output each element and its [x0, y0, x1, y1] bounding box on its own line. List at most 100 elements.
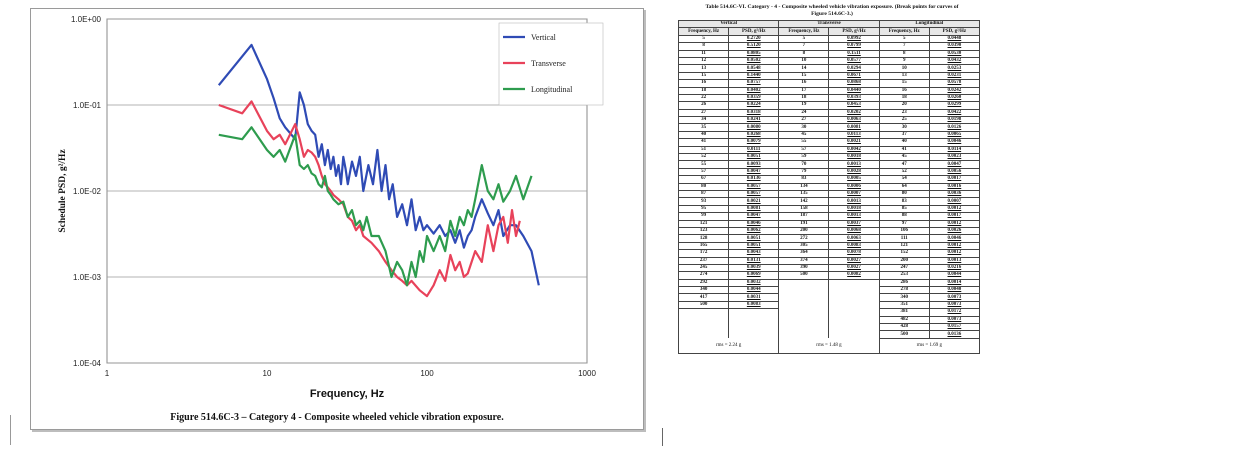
figure-caption: Figure 514.6C-3 – Category 4 - Composite…	[170, 412, 504, 423]
freq-cell	[778, 316, 830, 324]
psd-cell: 0.0065	[928, 130, 981, 140]
psd-cell: 0.0044	[728, 286, 780, 295]
table-row: 8 0.5120 7 0.0799 7 0.0390	[677, 42, 981, 51]
freq-cell: 13	[878, 71, 930, 81]
table-row: 417 0.0031 340 0.0073	[677, 293, 981, 302]
psd-cell: 0.0023	[928, 153, 981, 162]
psd-cell: 0.0231	[928, 71, 981, 81]
psd-cell: 0.0063	[828, 116, 880, 125]
freq-cell: 340	[677, 286, 730, 295]
freq-cell	[778, 279, 830, 287]
psd-cell: 0.0198	[928, 116, 981, 125]
group-vertical: Vertical	[677, 19, 780, 29]
psd-cell: 0.0578	[928, 79, 981, 88]
psd-cell: 0.0113	[828, 130, 880, 140]
freq-cell	[778, 330, 830, 339]
freq-cell: 40	[878, 138, 930, 147]
psd-cell	[828, 279, 880, 287]
psd-cell: 0.0007	[928, 197, 981, 206]
psd-cell: 0.0136	[928, 330, 981, 339]
table-row: 292 0.0032 286 0.0014	[677, 278, 981, 288]
psd-cell: 0.0805	[728, 49, 780, 58]
series-line-longitudinal	[218, 126, 533, 287]
legend-label: Vertical	[531, 33, 557, 42]
col-psd: PSD, g²/Hz	[728, 27, 780, 36]
freq-cell: 121	[878, 241, 930, 251]
psd-cell: 0.0548	[728, 64, 780, 73]
freq-cell: 135	[778, 189, 830, 199]
freq-cell: 79	[778, 167, 830, 177]
psd-cell: 0.0013	[828, 197, 880, 206]
series-line-transverse	[218, 100, 521, 298]
freq-cell: 374	[778, 256, 830, 265]
table-row: 87 0.0057 135 0.0007 80 0.0036	[677, 189, 981, 199]
psd-cell: 0.0037	[828, 219, 880, 228]
freq-cell: 83	[878, 197, 930, 206]
freq-cell: 10	[778, 56, 830, 66]
table-title-line1: Table 514.6C-VI. Category - 4 - Composit…	[705, 4, 959, 10]
column-divider	[662, 428, 663, 446]
freq-cell: 15	[878, 79, 930, 88]
col-frequency: Frequency, Hz	[878, 27, 930, 36]
psd-cell: 0.0202	[828, 108, 880, 118]
psd-cell: 0.0021	[828, 138, 880, 147]
psd-cell: 0.0016	[928, 182, 981, 192]
psd-cell: 0.0294	[828, 64, 880, 73]
freq-cell: 111	[878, 234, 930, 243]
freq-cell: 245	[677, 263, 730, 273]
freq-cell: 35	[677, 123, 730, 132]
freq-cell: 128	[677, 234, 730, 243]
freq-cell: 286	[878, 278, 930, 288]
y-axis-label: Schedule PSD, g²/Hz	[58, 149, 68, 233]
freq-cell: 27	[778, 116, 830, 125]
freq-cell: 55	[677, 160, 730, 169]
psd-cell: 0.2720	[728, 34, 780, 44]
psd-cell: 0.0017	[928, 175, 981, 184]
table-row: 123 0.0062 200 0.0068 106 0.0026	[677, 226, 981, 236]
freq-cell: 14	[778, 64, 830, 73]
table-row: 237 0.0131 374 0.0027 200 0.0013	[677, 256, 981, 265]
table-row: 121 0.0046 191 0.0037 97 0.0012	[677, 219, 981, 228]
freq-cell: 20	[878, 101, 930, 110]
x-tick-label: 1	[105, 369, 110, 378]
rms-row: rms = 2.24 g rms = 1.48 g rms = 1.69 g	[677, 338, 981, 354]
psd-cell: 0.0083	[828, 241, 880, 251]
freq-cell: 253	[878, 271, 930, 280]
psd-cell: 0.0253	[928, 64, 981, 73]
psd-cell: 0.0027	[828, 256, 880, 265]
psd-cell: 0.0026	[928, 226, 981, 236]
freq-cell: 34	[677, 116, 730, 125]
psd-cell	[828, 301, 880, 309]
psd-cell	[728, 330, 780, 339]
freq-cell: 7	[778, 42, 830, 51]
psd-cell: 0.0157	[928, 322, 981, 332]
table-row: 13 0.0548 14 0.0294 10 0.0253	[677, 64, 981, 73]
table-row: 500 0.0083 351 0.0073	[677, 300, 981, 310]
psd-cell: 0.0216	[928, 263, 981, 273]
table-row: 22 0.0359 18 0.0393 18 0.0260	[677, 93, 981, 103]
x-tick-label: 10	[263, 369, 272, 378]
psd-cell: 0.0992	[828, 34, 880, 44]
psd-cell: 0.0051	[728, 153, 780, 162]
freq-cell	[778, 323, 830, 331]
table-row: 41 0.0079 55 0.0021 40 0.0046	[677, 138, 981, 147]
psd-cell: 0.0006	[828, 182, 880, 192]
psd-cell: 0.0111	[728, 145, 780, 155]
table-row: 18 0.0402 17 0.0440 16 0.0242	[677, 86, 981, 95]
table-row: 500 0.0136	[677, 330, 981, 339]
table-row: 27 0.0318 24 0.0202 23 0.0422	[677, 108, 981, 118]
psd-cell: 0.0081	[728, 204, 780, 214]
freq-cell: 7	[878, 42, 930, 51]
table-row: 26 0.0224 19 0.0453 20 0.0299	[677, 101, 981, 110]
psd-chart: 1.0E+00 1.0E-01 1.0E-02 1.0E-03 1.0E-041 10 10…	[58, 15, 604, 400]
freq-cell: 428	[878, 322, 930, 332]
page-margin-line	[10, 415, 11, 445]
freq-cell: 64	[878, 182, 930, 192]
psd-cell: 0.0069	[728, 271, 780, 280]
freq-cell: 142	[778, 197, 830, 206]
psd-cell: 0.0082	[828, 271, 880, 280]
psd-cell: 0.0021	[728, 197, 780, 206]
freq-cell: 40	[677, 130, 730, 140]
table-group-header-row: Vertical Transverse Longitudinal	[677, 19, 981, 29]
freq-cell: 364	[778, 249, 830, 258]
